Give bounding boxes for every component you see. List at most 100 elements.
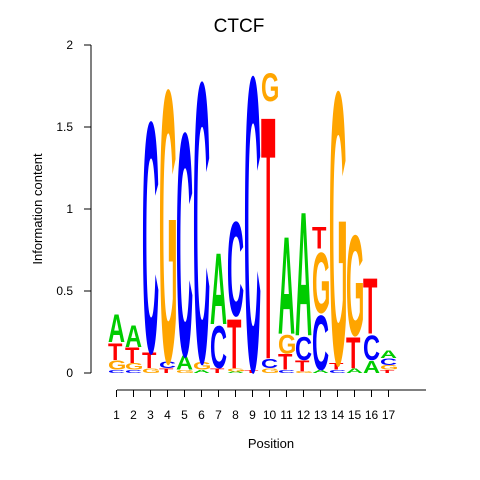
- y-tick-label: 1: [66, 202, 73, 216]
- logo-letter-A: A: [227, 371, 244, 374]
- logo-letter-T: T: [312, 220, 327, 255]
- logo-letter-C: C: [329, 369, 346, 374]
- logo-letter-A: A: [125, 319, 142, 354]
- x-axis-title: Position: [248, 436, 294, 451]
- x-tick-label: 12: [297, 408, 311, 422]
- logo-letter-C: C: [244, 0, 261, 460]
- logo-letter-G: G: [125, 362, 143, 372]
- x-tick-label: 14: [331, 408, 345, 422]
- logo-letter-G: G: [227, 367, 245, 372]
- logo-letter-T: T: [244, 369, 259, 374]
- logo-letter-A: A: [363, 358, 380, 378]
- logo-letter-T: T: [159, 367, 174, 375]
- logo-letter-A: A: [346, 367, 364, 375]
- logo-letter-C: C: [108, 369, 125, 374]
- x-tick-label: 10: [263, 408, 277, 422]
- logo-letter-C: C: [159, 360, 176, 370]
- logo-column-4: TCG: [159, 9, 177, 445]
- x-tick-label: 1: [113, 408, 120, 422]
- y-tick-label: 2: [66, 38, 73, 52]
- logo-letter-T: T: [363, 263, 377, 351]
- logo-letter-G: G: [380, 364, 398, 372]
- logo-letter-G: G: [261, 64, 279, 109]
- logo-letter-G: G: [159, 9, 177, 445]
- logo-letter-G: G: [295, 371, 313, 374]
- logo-letter-T: T: [142, 348, 156, 373]
- logo-letter-C: C: [193, 0, 210, 448]
- logo-column-5: GAC: [176, 66, 194, 423]
- logo-letter-C: C: [312, 301, 329, 388]
- logo-letter-C: C: [142, 53, 159, 423]
- logo-letter-C: C: [380, 357, 397, 367]
- logo-letter-T: T: [278, 349, 292, 374]
- x-tick-label: 17: [382, 408, 396, 422]
- logo-letter-A: A: [108, 305, 125, 350]
- logo-column-7: TCA: [210, 231, 227, 381]
- x-tick-label: 3: [147, 408, 154, 422]
- logo-column-15: ATG: [346, 205, 364, 378]
- logo-letter-T: T: [261, 45, 275, 433]
- logo-column-9: TC: [244, 0, 261, 460]
- logo-letter-T: T: [329, 362, 344, 372]
- y-axis-ticks: 0 0.5 1 1.5 2: [56, 38, 91, 380]
- x-tick-label: 7: [215, 408, 222, 422]
- logo-letter-A: A: [193, 369, 210, 374]
- y-tick-label: 1.5: [56, 120, 73, 134]
- logo-letter-C: C: [227, 193, 244, 345]
- logo-letter-C: C: [295, 331, 312, 368]
- y-tick-label: 0: [66, 366, 73, 380]
- logo-letter-C: C: [278, 369, 295, 374]
- logo-letter-T: T: [125, 343, 139, 368]
- x-tick-label: 4: [164, 408, 171, 422]
- logo-letter-G: G: [261, 367, 279, 375]
- x-tick-label: 2: [130, 408, 137, 422]
- logo-letter-G: G: [312, 236, 330, 331]
- x-tick-label: 16: [365, 408, 379, 422]
- logo-letter-G: G: [176, 369, 194, 374]
- x-tick-label: 9: [249, 408, 256, 422]
- logo-letter-G: G: [278, 330, 296, 360]
- logo-letter-G: G: [108, 359, 126, 374]
- logo-letter-T: T: [210, 367, 225, 375]
- logo-letter-T: T: [380, 369, 395, 374]
- x-tick-label: 6: [198, 408, 205, 422]
- logo-column-14: CTG: [329, 10, 347, 446]
- logo-column-16: ACT: [363, 263, 380, 377]
- logo-letter-T: T: [346, 328, 361, 378]
- logo-letter-C: C: [210, 314, 227, 381]
- logo-letter-C: C: [363, 329, 380, 368]
- chart-title: CTCF: [214, 16, 265, 37]
- logo-letter-T: T: [295, 358, 309, 375]
- logo-letter-C: C: [261, 357, 278, 372]
- logo-letter-A: A: [210, 231, 227, 345]
- y-axis-title: Information content: [30, 153, 45, 265]
- logo-letter-G: G: [346, 205, 364, 365]
- logo-letter-G: G: [329, 10, 347, 446]
- x-tick-label: 15: [348, 408, 362, 422]
- x-axis-ticks: 1 2 3 4 5 6 7 8 9 10 11 12 13 14 15 16 17: [113, 390, 395, 422]
- logo-column-3: GTC: [142, 53, 160, 423]
- logo-column-6: AGC: [193, 0, 211, 448]
- logo-letter-A: A: [295, 175, 312, 373]
- logo-letter-A: A: [176, 351, 193, 374]
- logo-letter-T: T: [108, 339, 123, 366]
- logo-letter-A: A: [380, 348, 397, 361]
- logo-letter-A: A: [278, 208, 295, 364]
- x-tick-label: 11: [280, 408, 293, 422]
- logo-letter-G: G: [193, 360, 211, 373]
- x-tick-label: 5: [181, 408, 188, 422]
- logo-letter-G: G: [142, 367, 160, 375]
- logo-letter-C: C: [125, 369, 142, 374]
- logo-letter-T: T: [227, 305, 241, 384]
- x-tick-label: 8: [232, 408, 239, 422]
- logo-letter-A: A: [312, 369, 329, 374]
